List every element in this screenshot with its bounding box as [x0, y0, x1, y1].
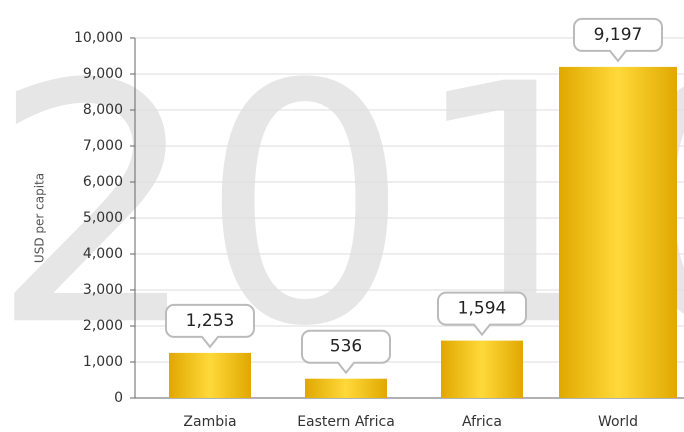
y-tick-label: 5,000	[83, 210, 123, 226]
y-tick-label: 7,000	[83, 138, 123, 154]
chart: 2010 USD per capita 01,0002,0003,0004,00…	[0, 0, 684, 432]
y-tick-label: 0	[114, 390, 123, 406]
value-label: 1,253	[186, 311, 235, 331]
y-tick-label: 3,000	[83, 282, 123, 298]
y-tick-label: 9,000	[83, 66, 123, 82]
bar	[559, 67, 677, 398]
bar	[169, 353, 251, 398]
y-tick-label: 4,000	[83, 246, 123, 262]
y-tick-label: 1,000	[83, 354, 123, 370]
value-label: 1,594	[458, 299, 507, 319]
y-tick-label: 10,000	[74, 30, 123, 46]
y-tick-label: 2,000	[83, 318, 123, 334]
x-tick-label: Zambia	[183, 414, 236, 430]
x-tick-label: Eastern Africa	[297, 414, 395, 430]
page: 2010 USD per capita 01,0002,0003,0004,00…	[0, 0, 684, 432]
y-axis-label: USD per capita	[33, 173, 47, 263]
x-tick-label: Africa	[462, 414, 502, 430]
bar	[305, 379, 387, 398]
x-tick-label: World	[598, 414, 638, 430]
value-label: 536	[330, 337, 362, 357]
y-tick-label: 8,000	[83, 102, 123, 118]
value-label: 9,197	[594, 25, 643, 45]
bar	[441, 341, 523, 398]
y-tick-label: 6,000	[83, 174, 123, 190]
